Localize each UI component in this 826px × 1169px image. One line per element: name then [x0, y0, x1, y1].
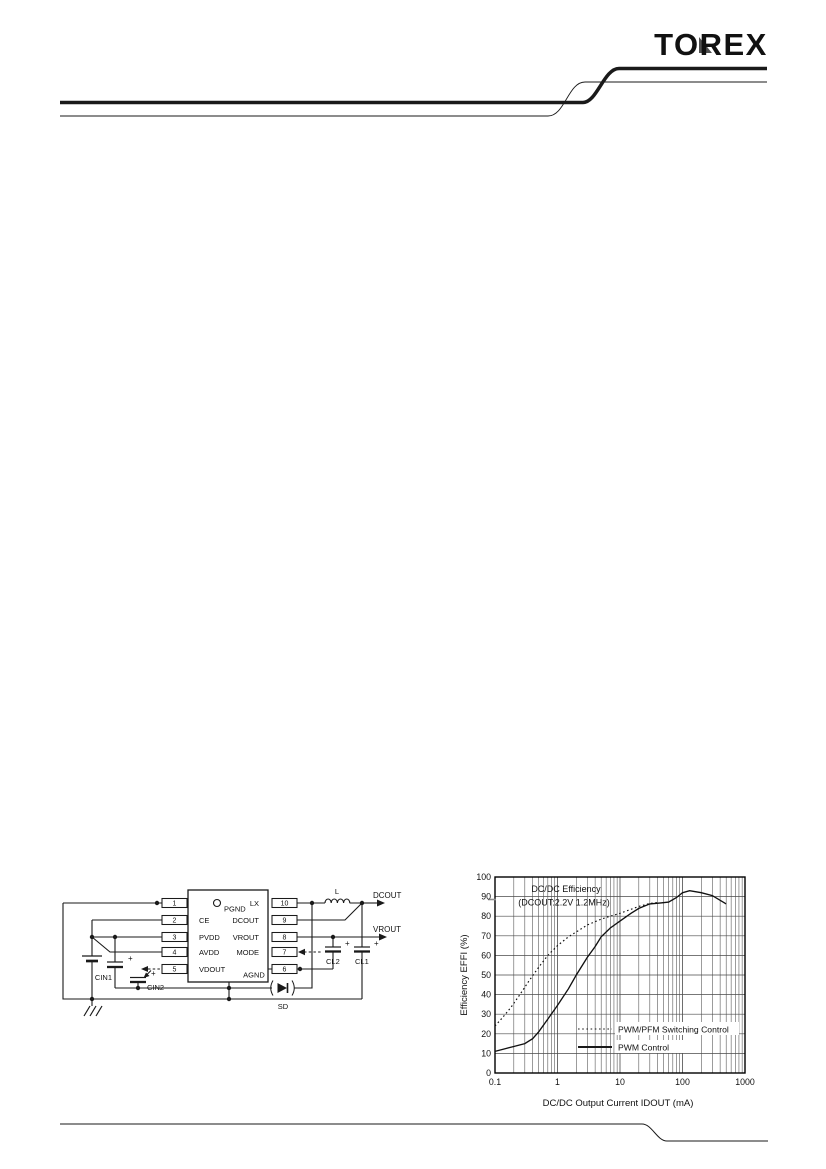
header-swoosh	[60, 66, 767, 117]
pin-number: 1	[173, 901, 177, 908]
chart-subtitle: (DCOUT:2.2V 1.2MHz)	[518, 898, 610, 908]
cin2-label: CIN2	[147, 983, 164, 992]
pin-number: 3	[173, 935, 177, 942]
pin-name-dcout: DCOUT	[232, 916, 259, 925]
dcout-arrowhead	[377, 899, 385, 907]
y-tick-label: 70	[481, 931, 491, 941]
y-tick-label: 20	[481, 1029, 491, 1039]
diode-paren-left	[270, 980, 274, 996]
pin1-marker-circle	[212, 898, 222, 908]
mode-dashed-arrowhead	[298, 948, 305, 956]
y-axis-title: Efficiency EFFI (%)	[459, 934, 470, 1015]
ic-pin-names: PGND CE PVDD AVDD VDOUT LX DCOUT VROUT M…	[199, 899, 265, 980]
pin-name-vrout: VROUT	[233, 933, 260, 942]
curve-pwm	[494, 890, 727, 1053]
torex-logo: TOREX	[654, 27, 768, 62]
legend-label-bg	[615, 1040, 687, 1053]
pin-number: 8	[283, 935, 287, 942]
efficiency-chart: 0.1 1 10 100 1000 0 10 20 30 40 50 60 70 80 90 100 DC/D…	[459, 872, 755, 1109]
pin-name-pgnd: PGND	[224, 905, 246, 914]
page-footer	[60, 1123, 768, 1142]
pin-name-mode: MODE	[237, 948, 260, 957]
y-tick-label: 10	[481, 1048, 491, 1058]
ground-symbol	[83, 999, 103, 1017]
pin-number: 5	[173, 967, 177, 974]
output-vrout: VROUT	[333, 925, 401, 941]
pin-boxes-left: 1 2 3 4 5	[161, 897, 188, 975]
capacitor-cin2: + CIN2	[130, 969, 164, 992]
x-tick-label: 1000	[735, 1077, 755, 1087]
diode-paren-right	[291, 980, 295, 996]
capacitor-cl1: + CL1	[354, 939, 379, 966]
inductor-symbol: L	[324, 887, 351, 904]
plus-mark: +	[345, 939, 350, 948]
chart-legend: PWM/PFM Switching Control PWM Control	[578, 1022, 739, 1053]
x-tick-label: 0.1	[489, 1077, 501, 1087]
capacitor-cin1: + CIN1	[95, 954, 133, 982]
cl2-label: CL2	[326, 957, 340, 966]
vrout-label: VROUT	[373, 925, 401, 934]
chart-title: DC/DC Efficiency	[531, 884, 601, 894]
pin-number: 4	[173, 950, 177, 957]
y-tick-label: 30	[481, 1009, 491, 1019]
y-tick-label: 40	[481, 990, 491, 1000]
y-tick-label: 90	[481, 892, 491, 902]
y-tick-label: 50	[481, 970, 491, 980]
legend-entry-pwm: PWM Control	[618, 1043, 669, 1053]
pin-number: 7	[283, 950, 287, 957]
plus-mark: +	[128, 954, 133, 963]
vrout-arrowhead	[379, 933, 387, 941]
plus-mark: +	[151, 969, 156, 978]
pin-name-ce: CE	[199, 916, 209, 925]
pin-name-lx: LX	[250, 899, 259, 908]
chart-curves	[494, 890, 727, 1053]
pin-name-agnd: AGND	[243, 971, 265, 980]
y-tick-label: 100	[476, 872, 491, 882]
pin-name-avdd: AVDD	[199, 948, 220, 957]
inductor-label: L	[335, 887, 339, 896]
logo-triangle-mark	[699, 37, 712, 53]
legend-entry-pwm-pfm: PWM/PFM Switching Control	[618, 1025, 729, 1035]
plot-border	[494, 876, 746, 1074]
dcout-label: DCOUT	[373, 891, 402, 900]
y-tick-label: 80	[481, 911, 491, 921]
x-axis-title: DC/DC Output Current IDOUT (mA)	[543, 1098, 694, 1109]
application-circuit-diagram: 1 2 3 4 5 10 9 8 7 6 PGND CE PVDD AVDD V…	[62, 887, 402, 1017]
header-swoosh-thin-line	[60, 81, 767, 117]
x-tick-label: 10	[615, 1077, 625, 1087]
schottky-diode-sd: SD	[270, 980, 295, 1011]
pin-number: 9	[283, 918, 287, 925]
pin-name-pvdd: PVDD	[199, 933, 220, 942]
pin-number: 2	[173, 918, 177, 925]
header-swoosh-thick-line	[60, 66, 767, 105]
cl1-label: CL1	[355, 957, 369, 966]
cin1-label: CIN1	[95, 973, 112, 982]
x-tick-label: 1	[555, 1077, 560, 1087]
y-tick-label: 0	[486, 1068, 491, 1078]
pin-number: 10	[281, 901, 289, 908]
sd-label: SD	[278, 1002, 289, 1011]
legend-label-bg	[615, 1022, 739, 1035]
x-tick-label: 100	[675, 1077, 690, 1087]
diode-triangle	[277, 983, 287, 993]
battery-symbol	[82, 955, 102, 963]
curve-pwm-pfm	[494, 901, 658, 1027]
vdout-dashed-arrowhead	[141, 966, 148, 972]
logo-text: TOREX	[654, 27, 768, 62]
plus-mark: +	[374, 939, 379, 948]
ic-body	[187, 889, 269, 983]
capacitor-cl2: + CL2	[325, 939, 350, 966]
footer-swoosh-line	[60, 1123, 768, 1142]
page-header: TOREX	[60, 27, 768, 117]
pin-name-vdout: VDOUT	[199, 965, 226, 974]
output-dcout: DCOUT	[362, 891, 402, 907]
cin2-arrowhead	[143, 972, 150, 978]
pin-number: 6	[283, 967, 287, 974]
pin-boxes-right: 10 9 8 7 6	[271, 897, 298, 975]
y-tick-label: 60	[481, 950, 491, 960]
chart-tick-labels: 0.1 1 10 100 1000 0 10 20 30 40 50 60 70 80 90 100	[476, 872, 755, 1087]
